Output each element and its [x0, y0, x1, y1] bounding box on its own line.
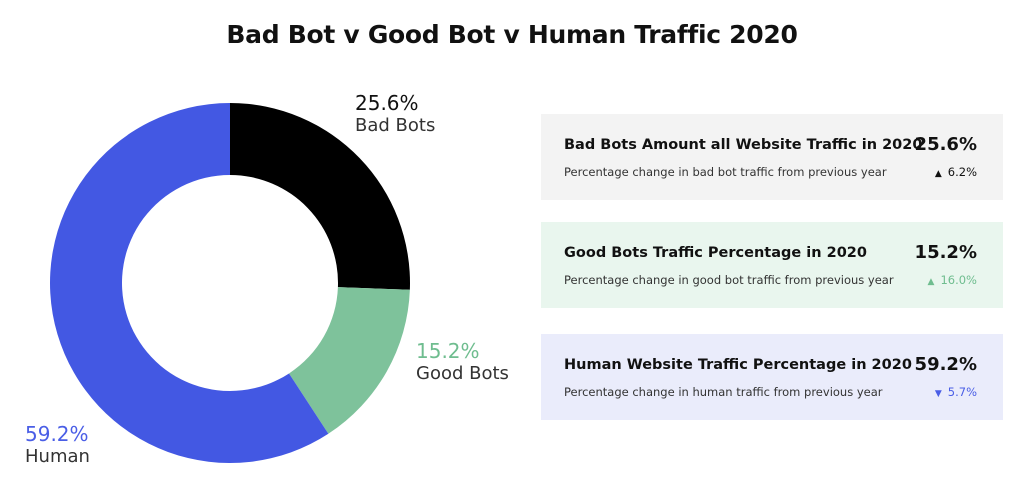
up-arrow-icon: ▲ [927, 277, 935, 287]
change-value: 5.7% [947, 385, 977, 399]
change-value: 16.0% [940, 273, 977, 287]
human-percent: 59.2% [25, 422, 89, 446]
card-subtitle: Percentage change in bad bot traffic fro… [564, 165, 887, 179]
label-bad-bots: 25.6% Bad Bots [355, 91, 435, 137]
bad-bots-name: Bad Bots [355, 115, 436, 136]
change-value: 6.2% [947, 165, 977, 179]
chart-title: Bad Bot v Good Bot v Human Traffic 2020 [226, 20, 798, 49]
card-value: 15.2% [914, 242, 977, 263]
good-bots-percent: 15.2% [416, 339, 480, 363]
card-subtitle: Percentage change in good bot traffic fr… [564, 273, 894, 287]
donut-chart [49, 103, 410, 463]
card-title: Human Website Traffic Percentage in 2020 [564, 357, 912, 373]
human-name: Human [25, 446, 90, 467]
card-title: Good Bots Traffic Percentage in 2020 [564, 245, 867, 261]
donut-slice-bad-bots [230, 103, 410, 290]
card-change: ▲ 6.2% [935, 165, 977, 179]
card-change: ▲ 16.0% [928, 273, 977, 287]
card-subtitle: Percentage change in human traffic from … [564, 385, 883, 399]
card-human: Human Website Traffic Percentage in 2020… [541, 334, 1003, 420]
card-value: 59.2% [914, 354, 977, 375]
card-good-bots: Good Bots Traffic Percentage in 2020 15.… [541, 222, 1003, 308]
donut-slice-good-bots [289, 287, 410, 434]
bad-bots-percent: 25.6% [355, 91, 419, 115]
card-value: 25.6% [914, 134, 977, 155]
card-bad-bots: Bad Bots Amount all Website Traffic in 2… [541, 114, 1003, 200]
label-good-bots: 15.2% Good Bots [416, 339, 509, 385]
label-human: 59.2% Human [25, 422, 90, 468]
down-arrow-icon: ▼ [934, 389, 942, 399]
good-bots-name: Good Bots [416, 363, 509, 384]
up-arrow-icon: ▲ [934, 169, 942, 179]
card-change: ▼ 5.7% [935, 385, 977, 399]
card-title: Bad Bots Amount all Website Traffic in 2… [564, 137, 923, 153]
donut-slice-human [49, 103, 329, 463]
